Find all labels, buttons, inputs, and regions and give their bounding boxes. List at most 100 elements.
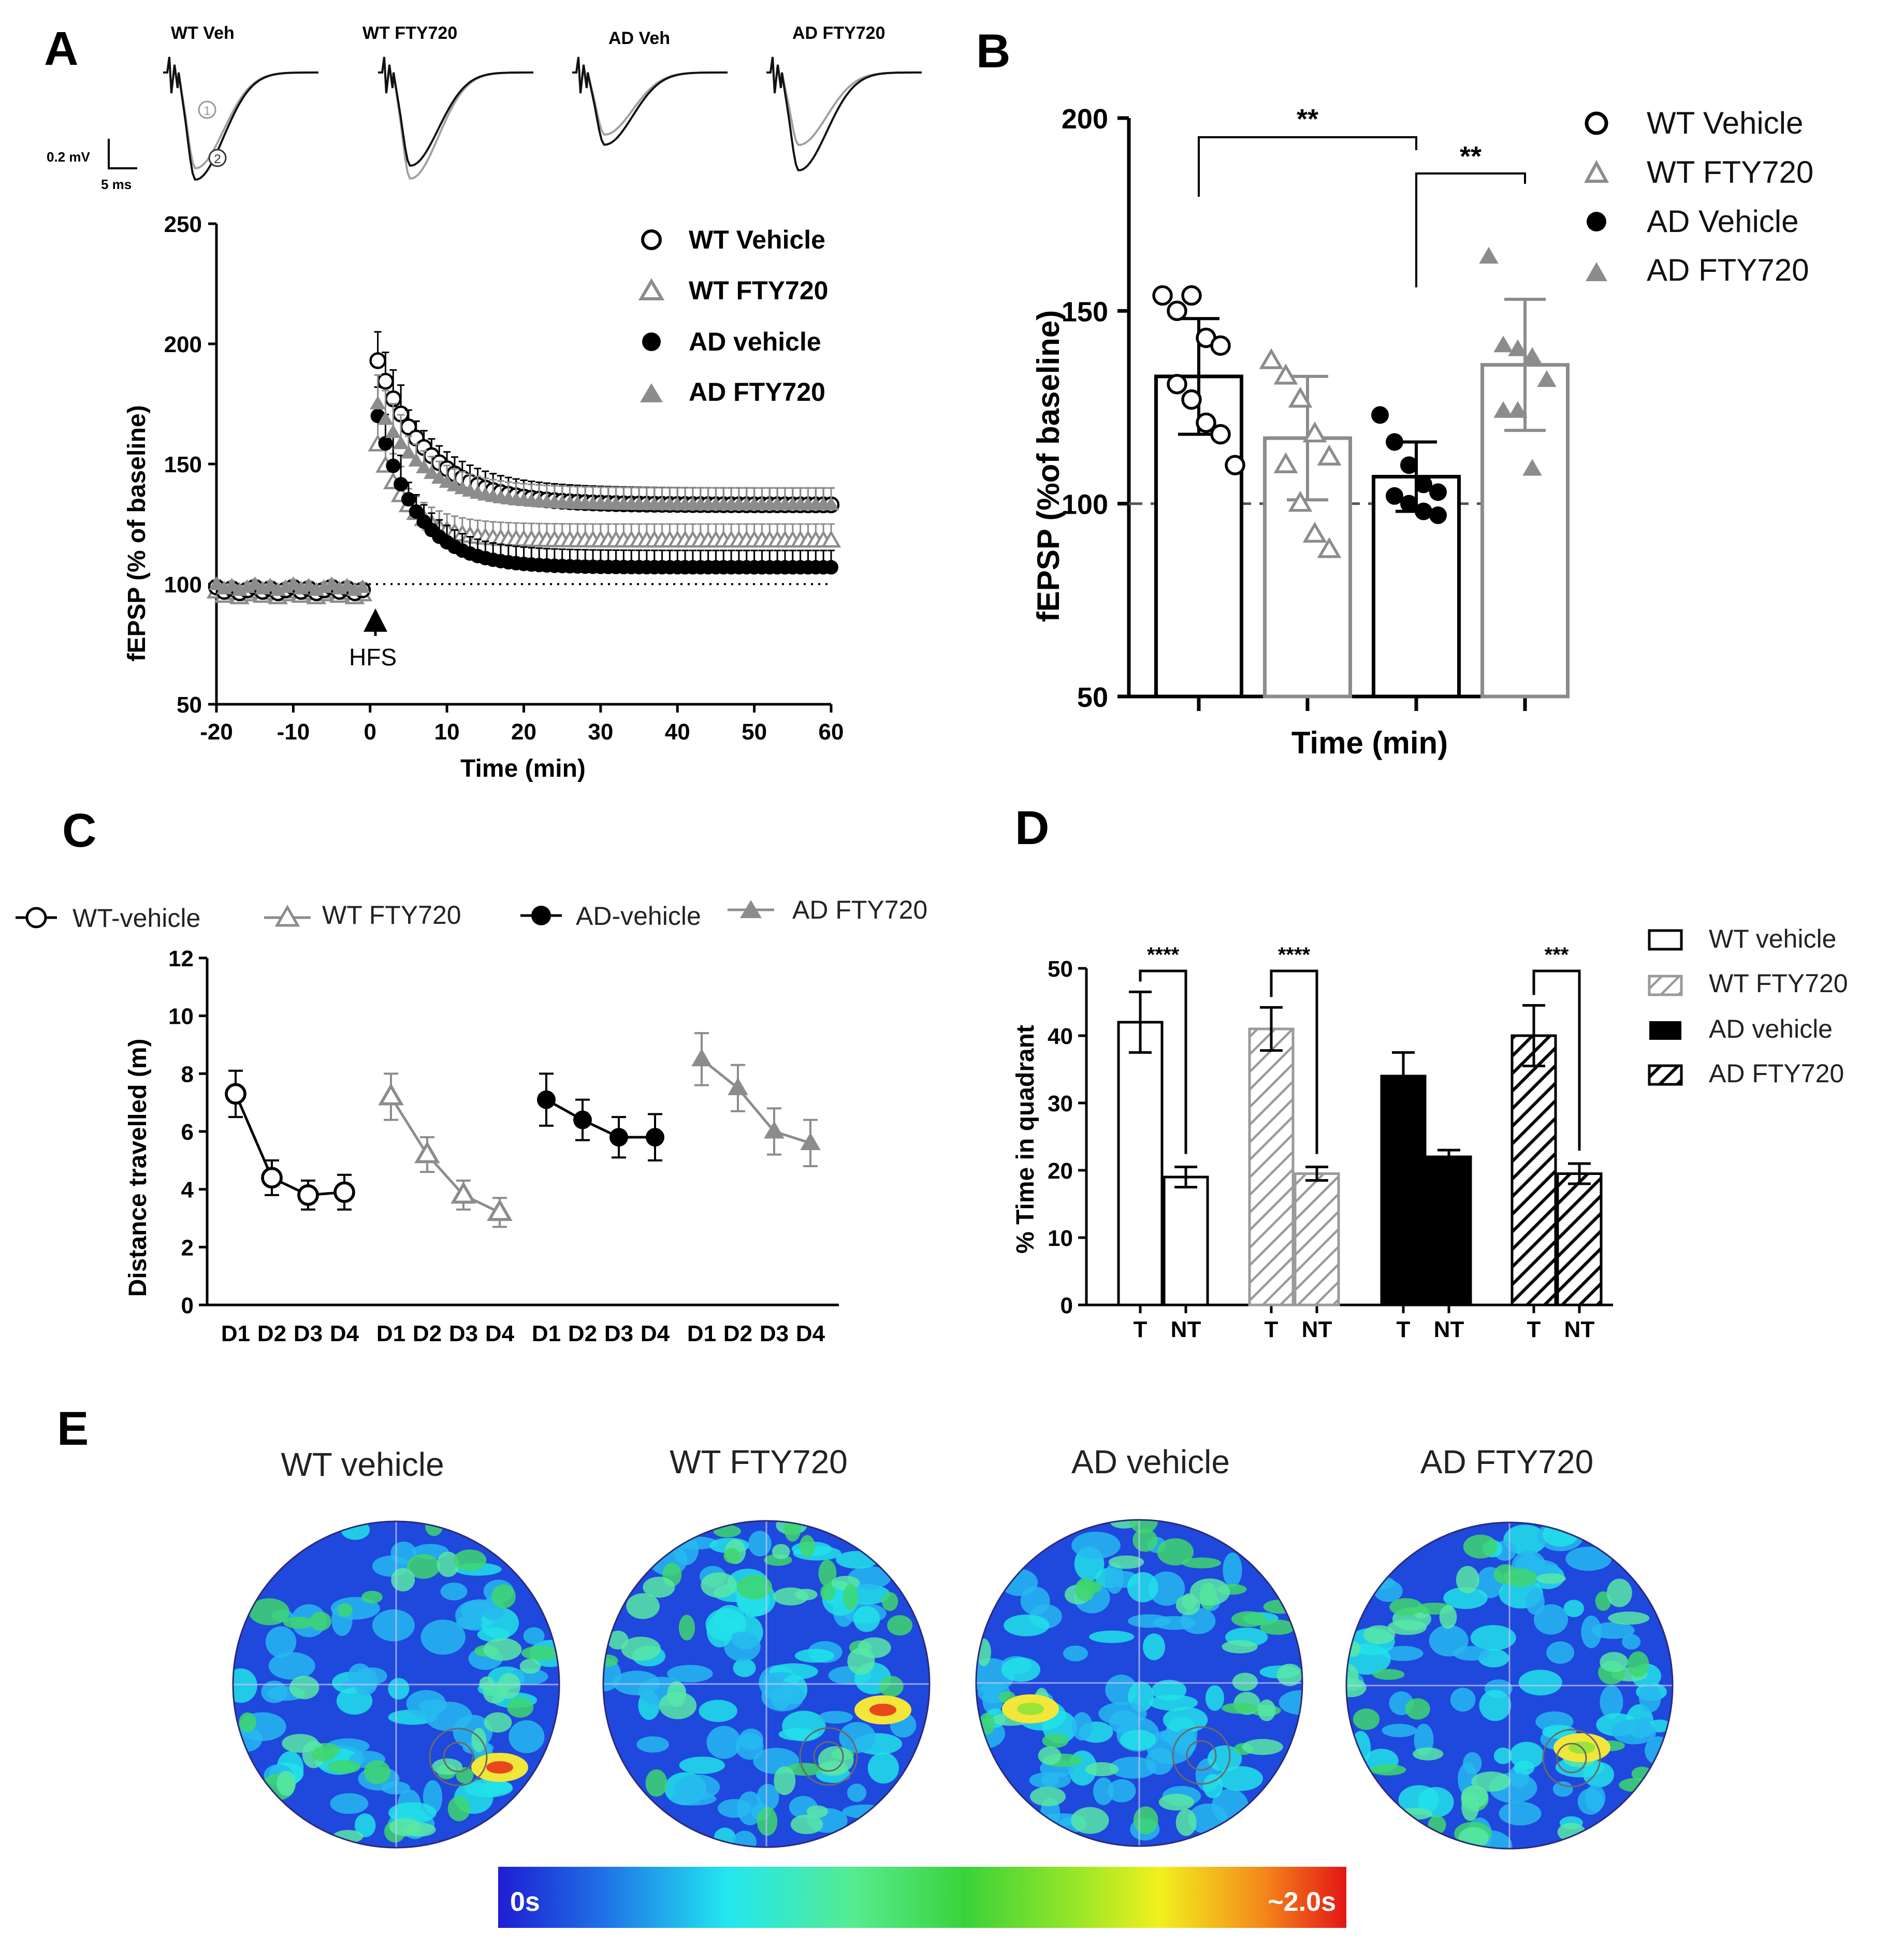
heatmap-blob [735,1733,764,1760]
heatmap-blob [1463,1534,1498,1559]
pool-outline [1345,1521,1674,1850]
legend-b-ad-fty720: AD FTY720 [1647,253,1809,287]
data-point [823,496,839,511]
heatmap-title-wt-vehicle: WT vehicle [281,1446,444,1483]
panel-a-ltp-timecourse: WT Veh WT FTY720 AD Veh AD FTY720 0.2 mV… [47,23,922,782]
heatmap-blob [1585,1784,1606,1811]
heatmap-blob [772,1544,790,1559]
data-point [225,1083,246,1105]
heatmap-blob [881,1592,898,1611]
data-point [573,1110,592,1129]
heatmap-blob [1622,1634,1641,1650]
heatmap-blob [1552,1781,1573,1797]
trace-marker-2 [208,149,227,167]
panel-label-b: B [976,25,1010,78]
platform-inner [443,1741,474,1773]
panel-label-c: C [62,804,96,857]
heatmap-blob [330,1793,369,1814]
heatmap-fill [976,1520,1302,1846]
heatmap-blob [1518,1669,1562,1696]
trace-title-wt-veh: WT Veh [171,23,235,43]
heatmap-blob [1373,1580,1403,1602]
panel-a-y-tick-label: 250 [164,212,202,237]
panel-d-y-tick-label: 30 [1048,1091,1073,1116]
bar-group-ad-fty720: *** [1511,943,1603,1306]
heatmap-blob [268,1652,315,1680]
legend-c-wt-vehicle: WT-vehicle [72,904,200,933]
panel-c-x-tick-label: D1 [376,1321,405,1346]
data-point [261,1167,283,1189]
heatmap-blob [1546,1641,1575,1664]
panel-c-x-tick-label: D3 [294,1321,323,1346]
heatmap-blob [723,1548,740,1564]
panel-c-x-tick-label: D2 [723,1321,752,1346]
data-point [1371,406,1389,424]
heatmap-blob [714,1827,736,1847]
data-point [1317,444,1342,466]
panel-c-x-tick-label: D3 [760,1321,789,1346]
bar-group-wt-fty720: **** [1248,943,1340,1306]
panel-b-y-tick-label: 50 [1077,682,1108,713]
significance-bracket [1415,172,1526,287]
legend-c-wt-fty720-marker [274,904,300,927]
panel-c-x-tick-label: D4 [796,1321,825,1346]
panel-label-a: A [44,22,78,75]
panel-d-y-tick-label: 20 [1048,1158,1073,1184]
panel-a-y-tick-label: 50 [177,692,202,718]
data-point [821,530,841,548]
panel-a-x-tick-label: 40 [665,719,690,745]
heatmap-blob [265,1626,297,1658]
heatmap-blob [354,1813,376,1837]
heatmap-blob [678,1615,695,1640]
platform-outline [1542,1729,1601,1788]
panel-a-series [206,331,841,604]
data-point [1302,421,1327,443]
heatmap-blob [645,1769,667,1797]
heatmap-blob [786,1763,824,1776]
panel-c-y-tick-label: 0 [181,1293,194,1318]
platform-inner [1186,1740,1217,1771]
heatmap-hotspot-core [1017,1703,1044,1715]
heatmap-blob [757,1807,778,1836]
heatmap-blob [1232,1673,1258,1691]
data-point [378,436,393,451]
heatmap-blob [1600,1685,1623,1719]
heatmap-blob [748,1531,772,1557]
panel-b-y-tick-label: 100 [1062,489,1108,520]
legend-c-wt-vehicle-marker [25,907,47,928]
series-ad-fty720 [691,1032,821,1167]
heatmap-blob [679,1756,725,1774]
heatmap-blob [519,1659,541,1674]
heatmap-blob [1456,1566,1479,1594]
bar-t [1511,1034,1557,1306]
significance-label: ** [1460,141,1482,172]
significance-bracket [1270,969,1318,1154]
significance-bracket [1139,969,1187,1154]
heatmap-blob [713,1525,742,1537]
scale-bar [108,139,137,169]
heatmap-blob [736,1574,773,1600]
data-point [1210,424,1231,445]
heatmap-blob [249,1598,290,1625]
heatmap-blob [1217,1766,1263,1791]
heatmap-blob [311,1747,336,1762]
heatmap-blob [636,1736,669,1753]
heatmap-blob [643,1576,675,1598]
legend-c-ad-vehicle-marker [531,906,551,925]
heatmap-blob [283,1616,315,1629]
legend-c-ad-fty720-marker [740,900,762,918]
data-point [1537,370,1557,387]
heatmap-blob [391,1567,415,1592]
panel-d-x-tick-label: T [1527,1317,1541,1342]
panel-a-y-tick-label: 100 [164,572,202,598]
heatmap-blob [784,1521,801,1542]
heatmap-blob [1612,1719,1657,1745]
heatmap-blob [794,1589,818,1601]
data-point [400,444,417,459]
heatmap-blob [1038,1746,1062,1765]
legend-a-wt-vehicle-marker [641,229,662,250]
panel-a-y-label: fEPSP (% of baseline) [123,405,151,661]
heatmap-blob [440,1582,468,1601]
heatmap-blob [327,1760,361,1774]
legend-a-wt-fty720-marker [638,278,665,300]
